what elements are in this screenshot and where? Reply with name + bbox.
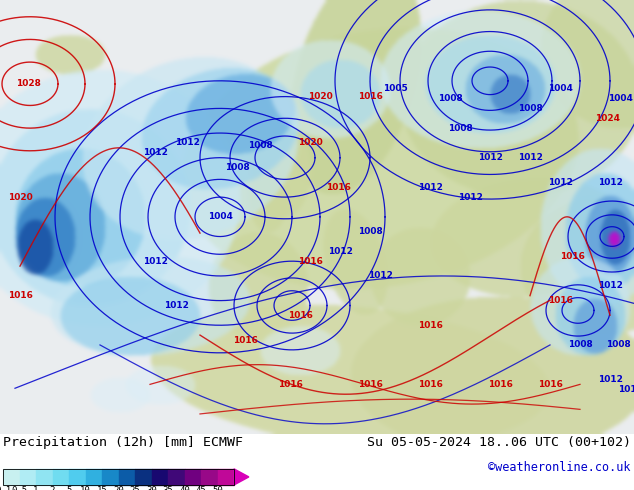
Text: 30: 30 (146, 487, 157, 490)
Text: 1016: 1016 (288, 311, 313, 320)
Bar (217, 469, 234, 485)
Text: 1004: 1004 (207, 212, 233, 221)
Text: 1: 1 (34, 487, 39, 490)
Text: 1012: 1012 (598, 375, 623, 384)
Text: 20: 20 (113, 487, 124, 490)
Text: 1008: 1008 (517, 104, 542, 113)
Text: 15: 15 (96, 487, 107, 490)
Bar (135, 469, 152, 485)
Text: ©weatheronline.co.uk: ©weatheronline.co.uk (489, 462, 631, 474)
Text: 1012: 1012 (164, 301, 188, 310)
Text: 1020: 1020 (307, 92, 332, 101)
Text: 1016: 1016 (538, 380, 562, 389)
Text: 1024: 1024 (595, 114, 621, 123)
Text: 1020: 1020 (8, 193, 32, 201)
Text: 45: 45 (196, 487, 207, 490)
Bar (119, 469, 135, 485)
Text: 1008: 1008 (358, 227, 382, 236)
Bar (3, 469, 20, 485)
Text: Precipitation (12h) [mm] ECMWF: Precipitation (12h) [mm] ECMWF (3, 436, 243, 449)
Text: 0.1: 0.1 (0, 487, 11, 490)
Text: 1008: 1008 (437, 94, 462, 103)
Text: 1012: 1012 (143, 257, 167, 266)
Bar (152, 469, 168, 485)
Text: 10: 10 (80, 487, 91, 490)
Bar (3, 469, 234, 485)
Text: Su 05-05-2024 18..06 UTC (00+102): Su 05-05-2024 18..06 UTC (00+102) (367, 436, 631, 449)
Bar (184, 469, 201, 485)
Text: 1012: 1012 (418, 183, 443, 192)
Bar (20, 469, 36, 485)
Text: 35: 35 (163, 487, 173, 490)
Text: 1005: 1005 (383, 84, 408, 93)
Text: 1016: 1016 (418, 321, 443, 330)
Text: 25: 25 (129, 487, 140, 490)
Text: 1016: 1016 (548, 296, 573, 305)
Text: 1008: 1008 (224, 163, 249, 172)
Text: 1008: 1008 (248, 141, 273, 150)
Text: 1012: 1012 (174, 138, 200, 147)
Text: 1004: 1004 (607, 94, 633, 103)
Text: 1012: 1012 (618, 385, 634, 394)
Text: 1016: 1016 (358, 380, 382, 389)
Text: 1012: 1012 (477, 153, 502, 162)
Text: 1016: 1016 (418, 380, 443, 389)
Text: 1012: 1012 (458, 193, 482, 201)
Text: 1012: 1012 (328, 247, 353, 256)
Text: 1008: 1008 (448, 123, 472, 133)
Text: 1016: 1016 (297, 257, 323, 266)
Bar (36, 469, 53, 485)
Text: 1012: 1012 (143, 148, 167, 157)
Text: 5: 5 (67, 487, 72, 490)
Text: 1012: 1012 (598, 281, 623, 290)
Bar (86, 469, 102, 485)
Text: 1008: 1008 (605, 341, 630, 349)
Bar (53, 469, 69, 485)
Text: 1016: 1016 (8, 291, 32, 300)
Polygon shape (234, 469, 249, 485)
Bar (102, 469, 119, 485)
Text: 1016: 1016 (278, 380, 302, 389)
Text: 1016: 1016 (233, 336, 257, 344)
Bar (168, 469, 184, 485)
Text: 1016: 1016 (358, 92, 382, 101)
Text: 1012: 1012 (368, 271, 392, 280)
Text: 1020: 1020 (297, 138, 322, 147)
Text: 1016: 1016 (488, 380, 512, 389)
Text: 50: 50 (212, 487, 223, 490)
Text: 2: 2 (50, 487, 55, 490)
Text: 1012: 1012 (598, 178, 623, 187)
Text: 1008: 1008 (567, 341, 592, 349)
Text: 0.5: 0.5 (11, 487, 27, 490)
Text: 1016: 1016 (326, 183, 351, 192)
Bar (201, 469, 217, 485)
Bar (69, 469, 86, 485)
Text: 1012: 1012 (548, 178, 573, 187)
Text: 1004: 1004 (548, 84, 573, 93)
Text: 1028: 1028 (16, 79, 41, 88)
Text: 40: 40 (179, 487, 190, 490)
Text: 1016: 1016 (560, 252, 585, 261)
Text: 1012: 1012 (517, 153, 543, 162)
